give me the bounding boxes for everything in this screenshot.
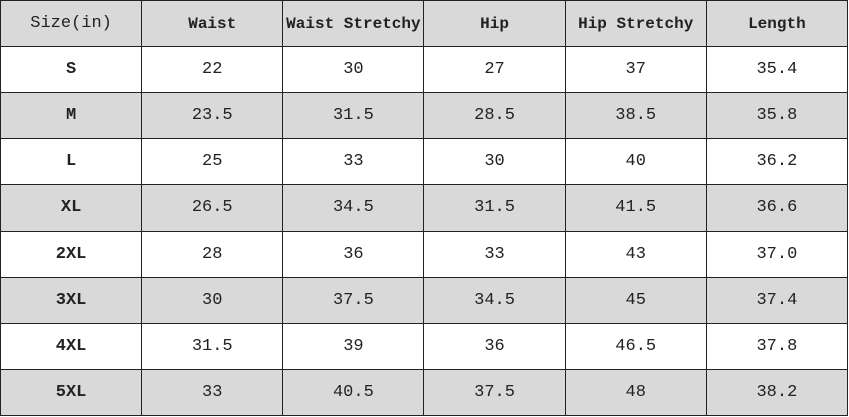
value-cell: 28 [141, 230, 284, 278]
value-cell: 33 [423, 230, 566, 278]
value-cell: 37.5 [282, 276, 425, 324]
value-cell: 33 [282, 138, 425, 186]
table-row: 5XL 33 40.5 37.5 48 38.2 [0, 368, 849, 417]
header-cell: Waist [141, 0, 284, 48]
value-cell: 25 [141, 138, 284, 186]
table-row: 4XL 31.5 39 36 46.5 37.8 [0, 322, 849, 370]
value-cell: 45 [564, 276, 707, 324]
value-cell: 23.5 [141, 92, 284, 140]
value-cell: 30 [282, 46, 425, 94]
value-cell: 34.5 [423, 276, 566, 324]
table-row: M 23.5 31.5 28.5 38.5 35.8 [0, 92, 849, 140]
value-cell: 43 [564, 230, 707, 278]
size-cell: 5XL [0, 368, 143, 417]
value-cell: 35.4 [705, 46, 849, 94]
value-cell: 36 [423, 322, 566, 370]
value-cell: 48 [564, 368, 707, 417]
table-row: S 22 30 27 37 35.4 [0, 46, 849, 94]
value-cell: 37.0 [705, 230, 849, 278]
value-cell: 31.5 [141, 322, 284, 370]
value-cell: 31.5 [423, 184, 566, 232]
value-cell: 38.2 [705, 368, 849, 417]
value-cell: 37.8 [705, 322, 849, 370]
value-cell: 35.8 [705, 92, 849, 140]
table-row: L 25 33 30 40 36.2 [0, 138, 849, 186]
header-cell: Size(in) [0, 0, 143, 48]
size-cell: XL [0, 184, 143, 232]
value-cell: 40 [564, 138, 707, 186]
value-cell: 33 [141, 368, 284, 417]
value-cell: 36.6 [705, 184, 849, 232]
size-cell: L [0, 138, 143, 186]
header-cell: Hip Stretchy [564, 0, 707, 48]
header-cell: Hip [423, 0, 566, 48]
size-cell: M [0, 92, 143, 140]
value-cell: 37.4 [705, 276, 849, 324]
size-cell: 3XL [0, 276, 143, 324]
value-cell: 34.5 [282, 184, 425, 232]
value-cell: 37 [564, 46, 707, 94]
value-cell: 37.5 [423, 368, 566, 417]
header-cell: Waist Stretchy [282, 0, 425, 48]
value-cell: 39 [282, 322, 425, 370]
value-cell: 46.5 [564, 322, 707, 370]
value-cell: 36 [282, 230, 425, 278]
size-cell: S [0, 46, 143, 94]
table-row: 3XL 30 37.5 34.5 45 37.4 [0, 276, 849, 324]
size-cell: 2XL [0, 230, 143, 278]
table-row: XL 26.5 34.5 31.5 41.5 36.6 [0, 184, 849, 232]
value-cell: 27 [423, 46, 566, 94]
value-cell: 30 [423, 138, 566, 186]
value-cell: 31.5 [282, 92, 425, 140]
value-cell: 22 [141, 46, 284, 94]
header-cell: Length [705, 0, 849, 48]
value-cell: 41.5 [564, 184, 707, 232]
value-cell: 26.5 [141, 184, 284, 232]
value-cell: 28.5 [423, 92, 566, 140]
value-cell: 36.2 [705, 138, 849, 186]
value-cell: 30 [141, 276, 284, 324]
value-cell: 38.5 [564, 92, 707, 140]
size-cell: 4XL [0, 322, 143, 370]
table-row: 2XL 28 36 33 43 37.0 [0, 230, 849, 278]
value-cell: 40.5 [282, 368, 425, 417]
header-row: Size(in) Waist Waist Stretchy Hip Hip Stretc… [0, 0, 849, 48]
